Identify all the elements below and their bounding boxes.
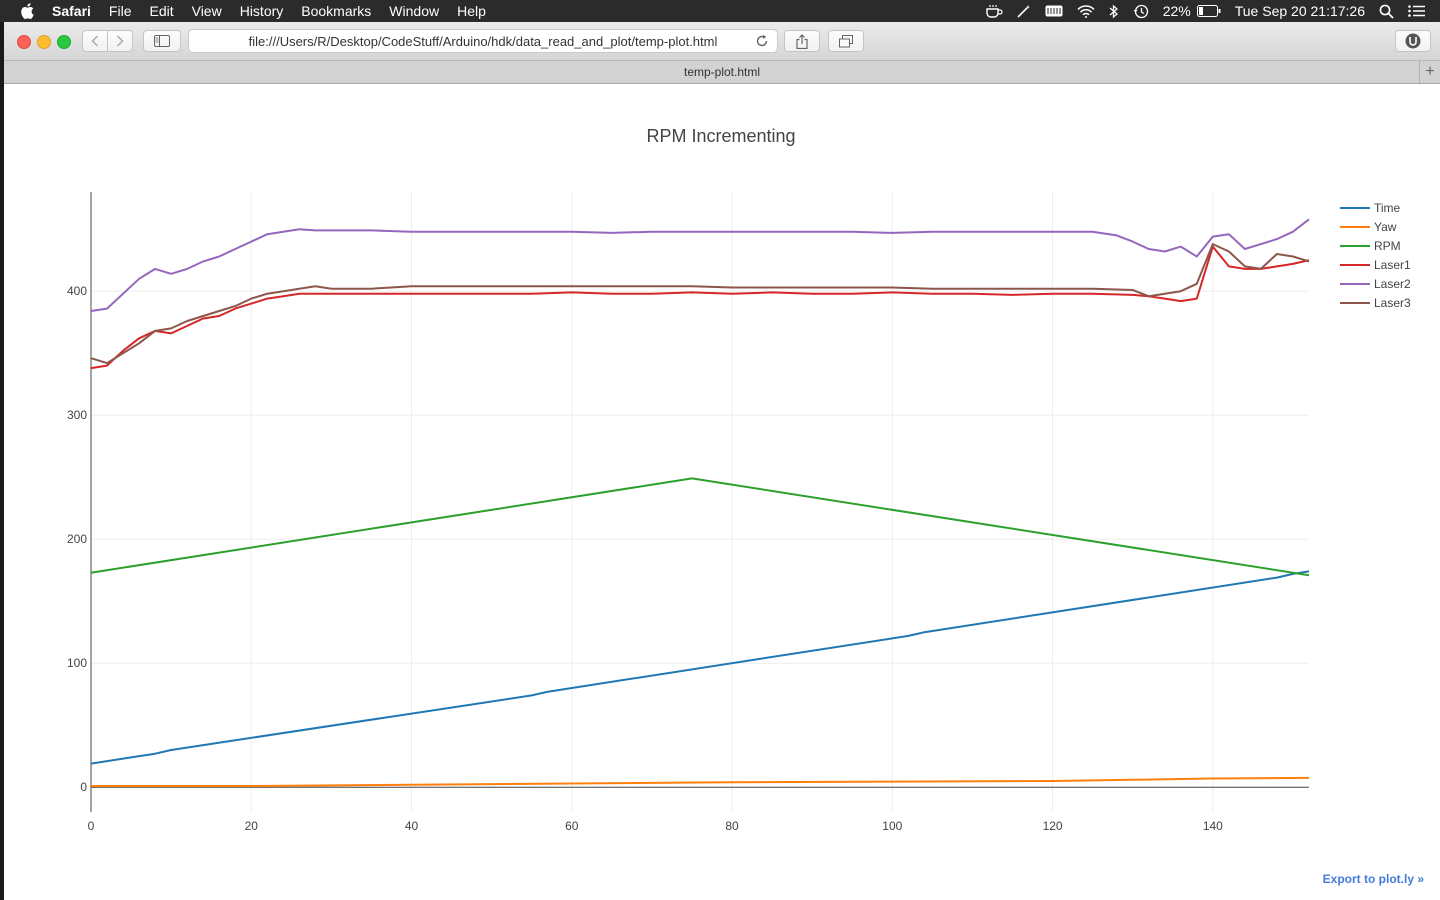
chart-title: RPM Incrementing (646, 126, 795, 146)
coffee-icon[interactable] (985, 4, 1003, 18)
chart-series (90, 218, 1310, 787)
forward-button[interactable] (107, 30, 133, 52)
sidebar-button[interactable] (143, 30, 181, 52)
menu-help[interactable]: Help (457, 3, 486, 19)
chart-grid (91, 192, 1309, 812)
x-tick-label-40: 40 (405, 819, 419, 833)
x-tick-label-120: 120 (1043, 819, 1063, 833)
page-content: 0 20 40 60 80 100 120 140 0 100 200 300 400 RPM Incr… (4, 84, 1440, 900)
menu-edit[interactable]: Edit (149, 3, 174, 19)
y-tick-label-0: 0 (80, 780, 87, 794)
series-line-time (90, 570, 1310, 765)
legend-label-yaw: Yaw (1374, 220, 1397, 234)
bluetooth-icon[interactable] (1109, 4, 1119, 19)
legend-label-laser2: Laser2 (1374, 277, 1411, 291)
menu-app-safari[interactable]: Safari (52, 3, 91, 19)
battery-icon[interactable] (1196, 5, 1221, 17)
tabs-overview-icon (839, 34, 853, 47)
menu-bookmarks[interactable]: Bookmarks (301, 3, 372, 19)
reload-icon[interactable] (755, 34, 769, 48)
chart-legend: Time Yaw RPM Laser1 Laser2 Laser3 (1340, 201, 1411, 310)
legend-label-time: Time (1374, 201, 1401, 215)
wand-icon[interactable] (1017, 4, 1031, 18)
x-tick-label-80: 80 (725, 819, 739, 833)
menu-history[interactable]: History (239, 3, 284, 19)
tab-bar: temp-plot.html + (4, 61, 1440, 84)
x-tick-label-60: 60 (565, 819, 579, 833)
export-to-plotly-link[interactable]: Export to plot.ly » (1322, 872, 1424, 886)
x-tick-label-100: 100 (882, 819, 902, 833)
share-button[interactable] (784, 30, 820, 52)
address-bar-url: file:///Users/R/Desktop/CodeStuff/Arduin… (248, 33, 718, 49)
minimize-window-button[interactable] (37, 35, 51, 49)
extension-u-icon (1405, 33, 1421, 49)
spotlight-search-icon[interactable] (1379, 4, 1394, 19)
menu-view[interactable]: View (191, 3, 222, 19)
extension-button[interactable] (1395, 30, 1431, 52)
zoom-window-button[interactable] (57, 35, 71, 49)
y-tick-label-300: 300 (67, 408, 87, 422)
chevron-right-icon (116, 35, 124, 47)
time-machine-icon[interactable] (1133, 4, 1149, 19)
rpm-line-chart: 0 20 40 60 80 100 120 140 0 100 200 300 400 RPM Incr… (67, 126, 1411, 833)
x-tick-label-20: 20 (245, 819, 259, 833)
menu-window[interactable]: Window (389, 3, 440, 19)
series-line-yaw (91, 776, 1310, 787)
series-line-rpm (90, 477, 1310, 577)
legend-label-laser3: Laser3 (1374, 296, 1411, 310)
y-tick-label-400: 400 (67, 284, 87, 298)
series-line-laser1 (90, 245, 1310, 370)
browser-toolbar: file:///Users/R/Desktop/CodeStuff/Arduin… (4, 22, 1440, 61)
menu-file[interactable]: File (108, 3, 132, 19)
browser-window: file:///Users/R/Desktop/CodeStuff/Arduin… (4, 22, 1440, 900)
y-tick-label-100: 100 (67, 656, 87, 670)
clock-datetime[interactable]: Tue Sep 20 21:17:26 (1234, 3, 1365, 19)
notification-center-icon[interactable] (1408, 5, 1426, 17)
apple-icon[interactable] (20, 3, 34, 20)
series-line-laser2 (90, 218, 1310, 312)
x-tick-label-0: 0 (88, 819, 95, 833)
wifi-icon[interactable] (1077, 4, 1095, 18)
legend-label-laser1: Laser1 (1374, 258, 1411, 272)
legend-label-rpm: RPM (1374, 239, 1401, 253)
y-tick-label-200: 200 (67, 532, 87, 546)
chart-axes: 0 20 40 60 80 100 120 140 0 100 200 300 400 (67, 192, 1309, 833)
address-bar[interactable]: file:///Users/R/Desktop/CodeStuff/Arduin… (188, 29, 778, 53)
menu-bar: Safari File Edit View History Bookmarks … (0, 0, 1440, 22)
new-tab-button[interactable]: + (1419, 61, 1440, 83)
tabs-overview-button[interactable] (828, 30, 864, 52)
keyboard-icon[interactable] (1045, 5, 1063, 17)
x-tick-label-140: 140 (1203, 819, 1223, 833)
close-window-button[interactable] (17, 35, 31, 49)
plus-icon: + (1425, 63, 1435, 80)
share-icon (796, 33, 808, 49)
sidebar-icon (154, 35, 170, 47)
tab-temp-plot[interactable]: temp-plot.html (683, 65, 761, 79)
back-button[interactable] (82, 30, 108, 52)
series-line-laser3 (90, 243, 1310, 365)
chevron-left-icon (91, 35, 99, 47)
battery-percent[interactable]: 22% (1162, 3, 1191, 19)
